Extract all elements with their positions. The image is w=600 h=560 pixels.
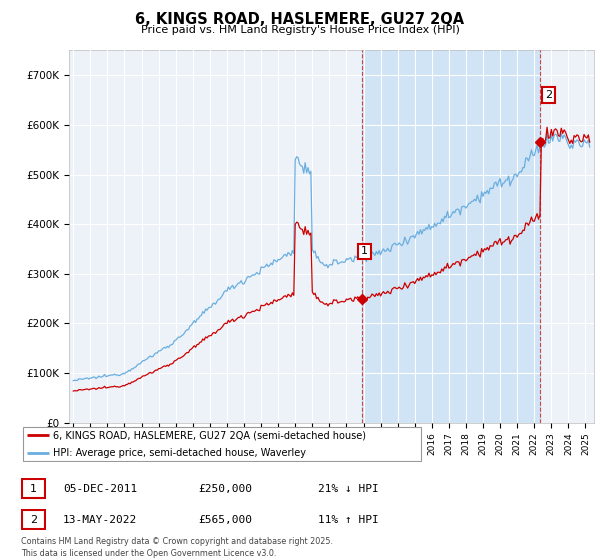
- Text: Price paid vs. HM Land Registry's House Price Index (HPI): Price paid vs. HM Land Registry's House …: [140, 25, 460, 35]
- Text: £565,000: £565,000: [198, 515, 252, 525]
- FancyBboxPatch shape: [23, 427, 421, 461]
- Text: 1: 1: [30, 484, 37, 494]
- Bar: [362, 50, 540, 423]
- Text: 1: 1: [361, 246, 368, 256]
- Text: 2: 2: [545, 90, 552, 100]
- Text: 21% ↓ HPI: 21% ↓ HPI: [318, 484, 379, 494]
- Text: HPI: Average price, semi-detached house, Waverley: HPI: Average price, semi-detached house,…: [53, 448, 306, 458]
- Text: 2: 2: [30, 515, 37, 525]
- Text: 11% ↑ HPI: 11% ↑ HPI: [318, 515, 379, 525]
- Text: 6, KINGS ROAD, HASLEMERE, GU27 2QA (semi-detached house): 6, KINGS ROAD, HASLEMERE, GU27 2QA (semi…: [53, 431, 366, 440]
- Text: 6, KINGS ROAD, HASLEMERE, GU27 2QA: 6, KINGS ROAD, HASLEMERE, GU27 2QA: [136, 12, 464, 27]
- Text: 13-MAY-2022: 13-MAY-2022: [63, 515, 137, 525]
- Text: £250,000: £250,000: [198, 484, 252, 494]
- Text: 05-DEC-2011: 05-DEC-2011: [63, 484, 137, 494]
- FancyBboxPatch shape: [22, 510, 45, 529]
- Text: Contains HM Land Registry data © Crown copyright and database right 2025.
This d: Contains HM Land Registry data © Crown c…: [21, 537, 333, 558]
- FancyBboxPatch shape: [22, 479, 45, 498]
